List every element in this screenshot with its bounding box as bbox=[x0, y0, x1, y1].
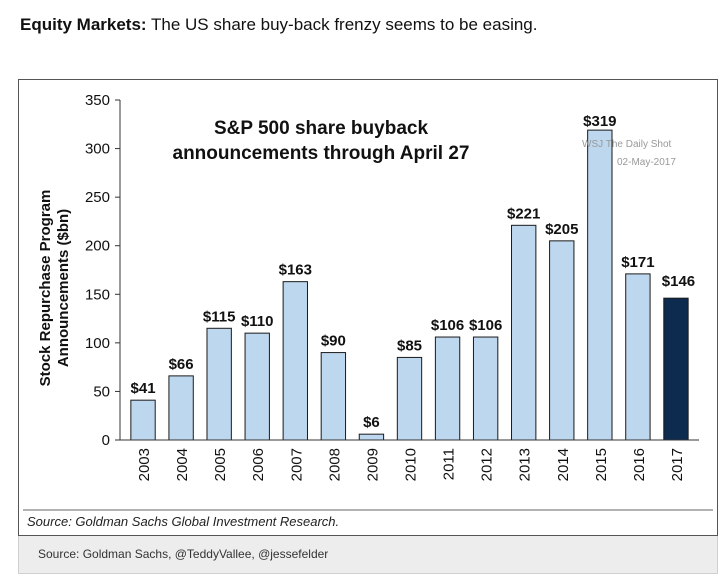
y-axis-label-line2: Announcements ($bn) bbox=[55, 209, 72, 367]
x-tick-label-2004: 2004 bbox=[174, 448, 191, 481]
y-tick-label: 300 bbox=[85, 141, 110, 158]
x-tick-label-2008: 2008 bbox=[326, 448, 343, 481]
x-tick-label-2012: 2012 bbox=[479, 448, 496, 481]
x-tick-label-2003: 2003 bbox=[136, 448, 153, 481]
x-tick-label-2013: 2013 bbox=[517, 448, 534, 481]
y-axis-label-line1: Stock Repurchase Program bbox=[37, 190, 54, 387]
bar-2016 bbox=[625, 273, 651, 441]
data-label-2016: $171 bbox=[621, 254, 654, 271]
data-label-2017: $146 bbox=[662, 273, 695, 290]
caption-bar: Source: Goldman Sachs, @TeddyVallee, @je… bbox=[18, 536, 718, 574]
watermark-line2: 02-May-2017 bbox=[617, 157, 676, 168]
headline: Equity Markets: The US share buy-back fr… bbox=[20, 15, 537, 35]
axes: 0 50 100 150 200 250 300 350 2003 2004 2005 2006 200… bbox=[85, 92, 699, 481]
bar-2004 bbox=[168, 375, 194, 441]
data-label-2009: $6 bbox=[363, 414, 380, 431]
x-tick-label-2016: 2016 bbox=[631, 448, 648, 481]
bar-2017 bbox=[663, 297, 689, 441]
caption-text: Source: Goldman Sachs, @TeddyVallee, @je… bbox=[38, 547, 329, 561]
data-label-2012: $106 bbox=[469, 317, 502, 334]
y-tick-label: 350 bbox=[85, 92, 110, 109]
watermark-line1: WSJ The Daily Shot bbox=[582, 139, 672, 150]
bar-2006 bbox=[244, 332, 270, 441]
bar-2011 bbox=[434, 336, 461, 441]
chart-title-line2: announcements through April 27 bbox=[173, 143, 470, 164]
bar-2005 bbox=[206, 327, 232, 441]
x-tick-label-2010: 2010 bbox=[403, 448, 420, 481]
bar-2010 bbox=[396, 356, 423, 441]
bar-chart: $41 $66 $115 $110 $163 $90 $6 $85 $106 $106 $221 $2… bbox=[23, 92, 713, 529]
bar-2014 bbox=[549, 240, 575, 441]
data-label-2013: $221 bbox=[507, 205, 540, 222]
chart-figure: $41 $66 $115 $110 $163 $90 $6 $85 $106 $106 $221 $2… bbox=[18, 79, 718, 536]
x-tick-label-2006: 2006 bbox=[250, 448, 267, 481]
x-tick-label-2011: 2011 bbox=[441, 448, 458, 480]
x-tick-label-2007: 2007 bbox=[288, 448, 305, 481]
chart-source: Source: Goldman Sachs Global Investment … bbox=[27, 514, 339, 529]
bar-2013 bbox=[511, 224, 537, 441]
x-tick-label-2014: 2014 bbox=[555, 448, 572, 481]
y-tick-label: 200 bbox=[85, 238, 110, 255]
x-tick-label-2009: 2009 bbox=[364, 448, 381, 481]
y-tick-label: 50 bbox=[93, 383, 110, 400]
x-tick-label-2017: 2017 bbox=[669, 448, 686, 481]
data-label-2005: $115 bbox=[203, 308, 236, 325]
y-tick-label: 100 bbox=[85, 335, 110, 352]
data-label-2014: $205 bbox=[545, 221, 578, 238]
plot-area: $41 $66 $115 $110 $163 $90 $6 $85 $106 $106 $221 $2… bbox=[130, 113, 695, 441]
x-tick-label-2005: 2005 bbox=[212, 448, 229, 481]
data-label-2015: $319 bbox=[583, 113, 616, 130]
y-tick-label: 0 bbox=[102, 432, 110, 449]
data-label-2006: $110 bbox=[241, 313, 274, 330]
data-label-2007: $163 bbox=[279, 262, 312, 279]
data-label-2010: $85 bbox=[397, 337, 422, 354]
headline-lead: Equity Markets: bbox=[20, 15, 147, 34]
bar-2015 bbox=[587, 129, 613, 441]
bar-2009 bbox=[358, 433, 385, 441]
bar-2003 bbox=[130, 399, 156, 441]
bar-2008 bbox=[320, 352, 347, 441]
y-tick-label: 150 bbox=[85, 286, 110, 303]
headline-text: The US share buy-back frenzy seems to be… bbox=[151, 15, 538, 34]
data-label-2003: $41 bbox=[131, 380, 156, 397]
x-tick-label-2015: 2015 bbox=[593, 448, 610, 481]
data-label-2011: $106 bbox=[431, 317, 464, 334]
chart-title-line1: S&P 500 share buyback bbox=[214, 118, 428, 139]
y-tick-label: 250 bbox=[85, 189, 110, 206]
bar-2007 bbox=[282, 281, 308, 441]
data-label-2004: $66 bbox=[169, 356, 194, 373]
data-label-2008: $90 bbox=[321, 333, 346, 350]
bar-2012 bbox=[472, 336, 499, 441]
